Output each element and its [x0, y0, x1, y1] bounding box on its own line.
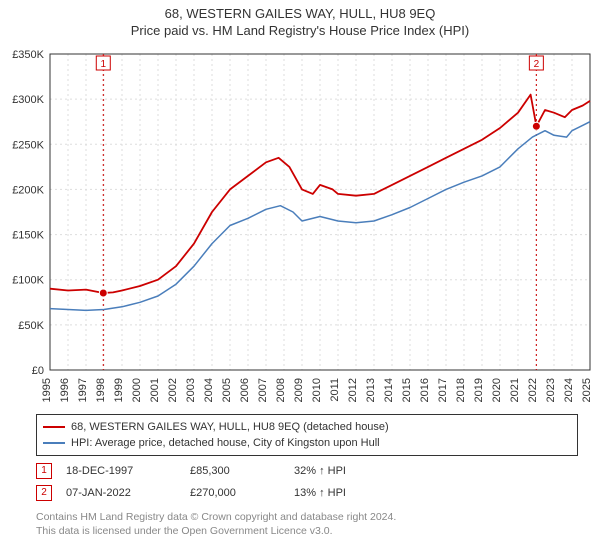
- svg-text:2016: 2016: [419, 378, 431, 402]
- svg-text:1999: 1999: [113, 378, 125, 402]
- title-block: 68, WESTERN GAILES WAY, HULL, HU8 9EQ Pr…: [0, 0, 600, 38]
- svg-text:1998: 1998: [95, 378, 107, 402]
- sale-marker-2: 2: [36, 485, 52, 501]
- title-address: 68, WESTERN GAILES WAY, HULL, HU8 9EQ: [0, 6, 600, 21]
- sale-1-date: 18-DEC-1997: [66, 465, 176, 477]
- svg-text:2009: 2009: [293, 378, 305, 402]
- svg-text:1997: 1997: [77, 378, 89, 402]
- svg-text:2005: 2005: [221, 378, 233, 402]
- sales-table: 1 18-DEC-1997 £85,300 32% ↑ HPI 2 07-JAN…: [36, 460, 564, 504]
- sale-1-delta: 32% ↑ HPI: [294, 465, 414, 477]
- legend-box: 68, WESTERN GAILES WAY, HULL, HU8 9EQ (d…: [36, 414, 578, 456]
- svg-text:2022: 2022: [527, 378, 539, 402]
- svg-text:2: 2: [534, 59, 540, 70]
- svg-text:£250K: £250K: [12, 139, 44, 151]
- sale-2-price: £270,000: [190, 487, 280, 499]
- sale-2-delta: 13% ↑ HPI: [294, 487, 414, 499]
- svg-text:2023: 2023: [545, 378, 557, 402]
- svg-text:2007: 2007: [257, 378, 269, 402]
- svg-text:2025: 2025: [581, 378, 593, 402]
- svg-text:1996: 1996: [59, 378, 71, 402]
- footer-line1: Contains HM Land Registry data © Crown c…: [36, 510, 576, 524]
- svg-text:£200K: £200K: [12, 184, 44, 196]
- chart-area: £0 £50K £100K £150K £200K £250K £300K £350K 1995…: [0, 44, 600, 404]
- title-subtitle: Price paid vs. HM Land Registry's House …: [0, 23, 600, 38]
- svg-text:£150K: £150K: [12, 230, 44, 242]
- chart-container: 68, WESTERN GAILES WAY, HULL, HU8 9EQ Pr…: [0, 0, 600, 560]
- sale-marker-1-num: 1: [41, 466, 47, 476]
- svg-text:2014: 2014: [383, 378, 395, 402]
- sale-marker-2-num: 2: [41, 488, 47, 498]
- sale-row-2: 2 07-JAN-2022 £270,000 13% ↑ HPI: [36, 482, 564, 504]
- sale-2-date: 07-JAN-2022: [66, 487, 176, 499]
- svg-text:2004: 2004: [203, 378, 215, 402]
- legend-row-property: 68, WESTERN GAILES WAY, HULL, HU8 9EQ (d…: [43, 419, 571, 435]
- svg-text:2012: 2012: [347, 378, 359, 402]
- svg-text:2015: 2015: [401, 378, 413, 402]
- svg-text:£50K: £50K: [18, 320, 44, 332]
- svg-text:£300K: £300K: [12, 94, 44, 106]
- svg-text:2013: 2013: [365, 378, 377, 402]
- footer-line2: This data is licensed under the Open Gov…: [36, 524, 576, 538]
- svg-text:2010: 2010: [311, 378, 323, 402]
- legend-label-hpi: HPI: Average price, detached house, City…: [71, 435, 380, 451]
- svg-text:2024: 2024: [563, 378, 575, 402]
- sale-row-1: 1 18-DEC-1997 £85,300 32% ↑ HPI: [36, 460, 564, 482]
- legend-swatch-property: [43, 426, 65, 428]
- svg-text:2011: 2011: [329, 378, 341, 402]
- svg-text:2003: 2003: [185, 378, 197, 402]
- svg-text:2001: 2001: [149, 378, 161, 402]
- legend-label-property: 68, WESTERN GAILES WAY, HULL, HU8 9EQ (d…: [71, 419, 389, 435]
- svg-text:2021: 2021: [509, 378, 521, 402]
- svg-text:1995: 1995: [41, 378, 53, 402]
- svg-text:2020: 2020: [491, 378, 503, 402]
- svg-text:1: 1: [100, 59, 106, 70]
- legend-swatch-hpi: [43, 442, 65, 444]
- svg-text:2008: 2008: [275, 378, 287, 402]
- footer: Contains HM Land Registry data © Crown c…: [36, 510, 576, 538]
- legend-row-hpi: HPI: Average price, detached house, City…: [43, 435, 571, 451]
- chart-svg: £0 £50K £100K £150K £200K £250K £300K £350K 1995…: [0, 44, 600, 404]
- svg-text:£350K: £350K: [12, 49, 44, 61]
- sale-marker-1: 1: [36, 463, 52, 479]
- svg-text:2019: 2019: [473, 378, 485, 402]
- svg-text:£0: £0: [32, 365, 44, 377]
- svg-text:£100K: £100K: [12, 275, 44, 287]
- svg-text:2006: 2006: [239, 378, 251, 402]
- svg-text:2017: 2017: [437, 378, 449, 402]
- sale-1-price: £85,300: [190, 465, 280, 477]
- svg-text:2000: 2000: [131, 378, 143, 402]
- svg-text:2002: 2002: [167, 378, 179, 402]
- svg-text:2018: 2018: [455, 378, 467, 402]
